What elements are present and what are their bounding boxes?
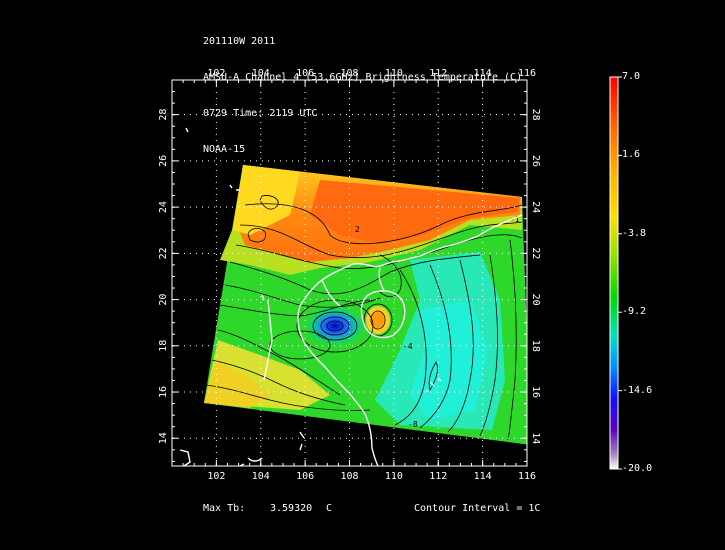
lon-label-bottom: 114 — [474, 471, 492, 482]
small-islands — [185, 127, 265, 301]
china-coast — [299, 214, 523, 307]
contour-label: -8 — [408, 420, 418, 429]
lat-label-right: 16 — [530, 386, 541, 398]
left-coast — [179, 449, 191, 466]
axis-labels: 102 102 104 104 106 106 108 108 110 110 112 112 114 1… — [158, 68, 541, 482]
max-tb-value: 3.59320 — [270, 503, 313, 514]
lat-label-left: 28 — [158, 109, 169, 121]
satellite-name: NOAA-15 — [203, 144, 246, 155]
mekong-delta — [299, 431, 305, 451]
lon-label-bottom: 106 — [296, 471, 314, 482]
lon-label-top: 108 — [340, 68, 358, 79]
lat-label-right: 18 — [530, 340, 541, 352]
swath-layer: 2 -1 -4 -8 — [204, 165, 527, 445]
lat-label-right: 20 — [530, 294, 541, 306]
vietnam-coast — [297, 305, 379, 466]
cyan-cold-core — [410, 300, 488, 420]
lat-label-left: 16 — [158, 386, 169, 398]
leizhou-peninsula — [378, 267, 385, 291]
warm-core — [310, 180, 520, 244]
lat-label-left: 14 — [158, 432, 169, 444]
lon-label-bottom: 116 — [518, 471, 536, 482]
lat-label-right: 28 — [530, 109, 541, 121]
colorbar-label: -14.6 — [622, 384, 653, 396]
storm-id-year: 201110W 2011 — [203, 36, 276, 47]
lat-label-right: 22 — [530, 247, 541, 259]
colorbar-label: 1.6 — [622, 149, 641, 161]
lon-label-top: 104 — [252, 68, 270, 79]
southern-coast — [239, 457, 263, 466]
contour-label: -1 — [510, 215, 520, 224]
colorbar-label: -20.0 — [622, 463, 653, 474]
paracel-islands — [425, 377, 442, 393]
colorbar-label: -9.2 — [622, 306, 647, 318]
lon-label-top: 114 — [474, 68, 492, 79]
lon-label-bottom: 112 — [429, 471, 447, 482]
lon-label-bottom: 104 — [252, 471, 270, 482]
axis-ticks — [171, 79, 528, 466]
lat-lon-grid — [172, 80, 528, 466]
lon-label-bottom: 110 — [385, 471, 403, 482]
lat-label-right: 26 — [530, 155, 541, 167]
lon-label-top: 102 — [207, 68, 225, 79]
lon-label-top: 112 — [429, 68, 447, 79]
hainan-island — [360, 290, 406, 339]
lon-label-top: 110 — [385, 68, 403, 79]
lon-label-top: 106 — [296, 68, 314, 79]
lat-label-right: 24 — [530, 201, 541, 213]
gulf-coast — [321, 279, 341, 307]
contour-label: 2 — [355, 225, 360, 234]
warm-spot-core — [372, 312, 384, 328]
colorbar — [609, 76, 619, 470]
colorbar-ticks — [618, 76, 622, 470]
max-tb-label: Max Tb: — [203, 503, 246, 514]
yellow-west — [233, 165, 300, 235]
lon-label-top: 116 — [518, 68, 536, 79]
contour-interval: Contour Interval = 1C — [414, 503, 541, 514]
lat-label-left: 26 — [158, 155, 169, 167]
max-tb-unit: C — [326, 503, 333, 514]
lon-label-bottom: 102 — [207, 471, 225, 482]
chart-header: 201110W 2011 AMSU-A Channel 4 (53.6GHz) … — [203, 12, 522, 168]
colorbar-label: 7.0 — [622, 71, 641, 82]
product-title: AMSU-A Channel 4 (53.6GHz) Brightness Te… — [203, 72, 523, 83]
yellow-southwest-2 — [204, 360, 270, 408]
lon-label-bottom: 108 — [340, 471, 358, 482]
interior-border — [263, 299, 273, 381]
colorbar-label: -3.8 — [622, 227, 647, 239]
contour-label: -4 — [403, 342, 413, 351]
lat-label-right: 14 — [530, 432, 541, 444]
lat-label-left: 22 — [158, 247, 169, 259]
lat-label-left: 20 — [158, 294, 169, 306]
lat-label-left: 24 — [158, 201, 169, 213]
pass-time: 0729 Time: 2119 UTC — [203, 108, 318, 119]
lat-label-left: 18 — [158, 340, 169, 352]
